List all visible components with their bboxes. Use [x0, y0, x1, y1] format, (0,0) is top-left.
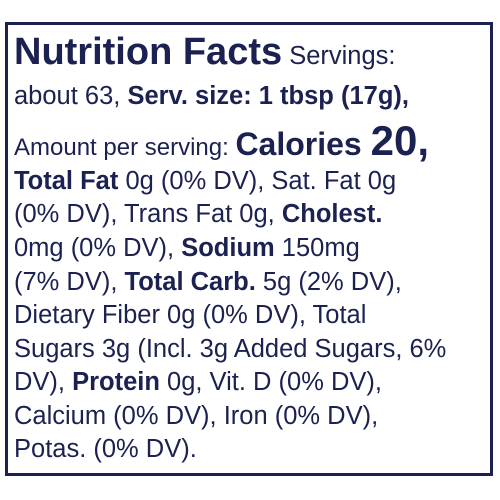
text: (7% DV), — [14, 268, 125, 296]
line: Amount per serving: Calories 20, — [14, 120, 429, 162]
line: (0% DV), Trans Fat 0g, Cholest. — [14, 200, 383, 228]
text: Amount per serving: — [14, 134, 236, 161]
text: Sugars 3g (Incl. 3g Added Sugars, 6% — [14, 335, 447, 363]
line: Potas. (0% DV). — [14, 435, 197, 463]
line: Calcium (0% DV), Iron (0% DV), — [14, 402, 379, 430]
text: 0g, Vit. D (0% DV), — [159, 368, 382, 396]
text: (0% DV), Trans Fat 0g, — [14, 200, 282, 228]
text: Dietary Fiber 0g (0% DV), Total — [14, 301, 367, 329]
line: 0mg (0% DV), Sodium 150mg — [14, 234, 360, 262]
nutrient: Total Carb. — [124, 268, 256, 296]
text: 0mg (0% DV), — [14, 234, 182, 262]
text: about 63, — [14, 82, 128, 110]
line: Total Fat 0g (0% DV), Sat. Fat 0g — [14, 167, 397, 195]
serving-size: Serv. size: 1 tbsp (17g), — [127, 82, 409, 110]
line: DV), Protein 0g, Vit. D (0% DV), — [14, 368, 382, 396]
text: 150mg — [274, 234, 360, 262]
line: Sugars 3g (Incl. 3g Added Sugars, 6% — [14, 335, 447, 363]
calories-label: Calories — [235, 126, 371, 162]
label-border — [5, 22, 493, 476]
nutrient: Cholest. — [281, 200, 383, 228]
line: about 63, Serv. size: 1 tbsp (17g), — [14, 82, 409, 110]
line: (7% DV), Total Carb. 5g (2% DV), — [14, 268, 402, 296]
calories-value: 20, — [370, 117, 429, 164]
text: Potas. (0% DV). — [14, 435, 197, 463]
text: Servings: — [282, 42, 396, 70]
text: 0g (0% DV), Sat. Fat 0g — [118, 167, 397, 195]
nutrient: Total Fat — [14, 167, 119, 195]
text: 5g (2% DV), — [255, 268, 402, 296]
text: Calcium (0% DV), Iron (0% DV), — [14, 402, 379, 430]
title: Nutrition Facts — [14, 31, 283, 73]
line: Dietary Fiber 0g (0% DV), Total — [14, 301, 367, 329]
nutrient: Protein — [72, 368, 160, 396]
line: Nutrition Facts Servings: — [14, 33, 396, 71]
text: DV), — [14, 368, 73, 396]
nutrient: Sodium — [181, 234, 275, 262]
